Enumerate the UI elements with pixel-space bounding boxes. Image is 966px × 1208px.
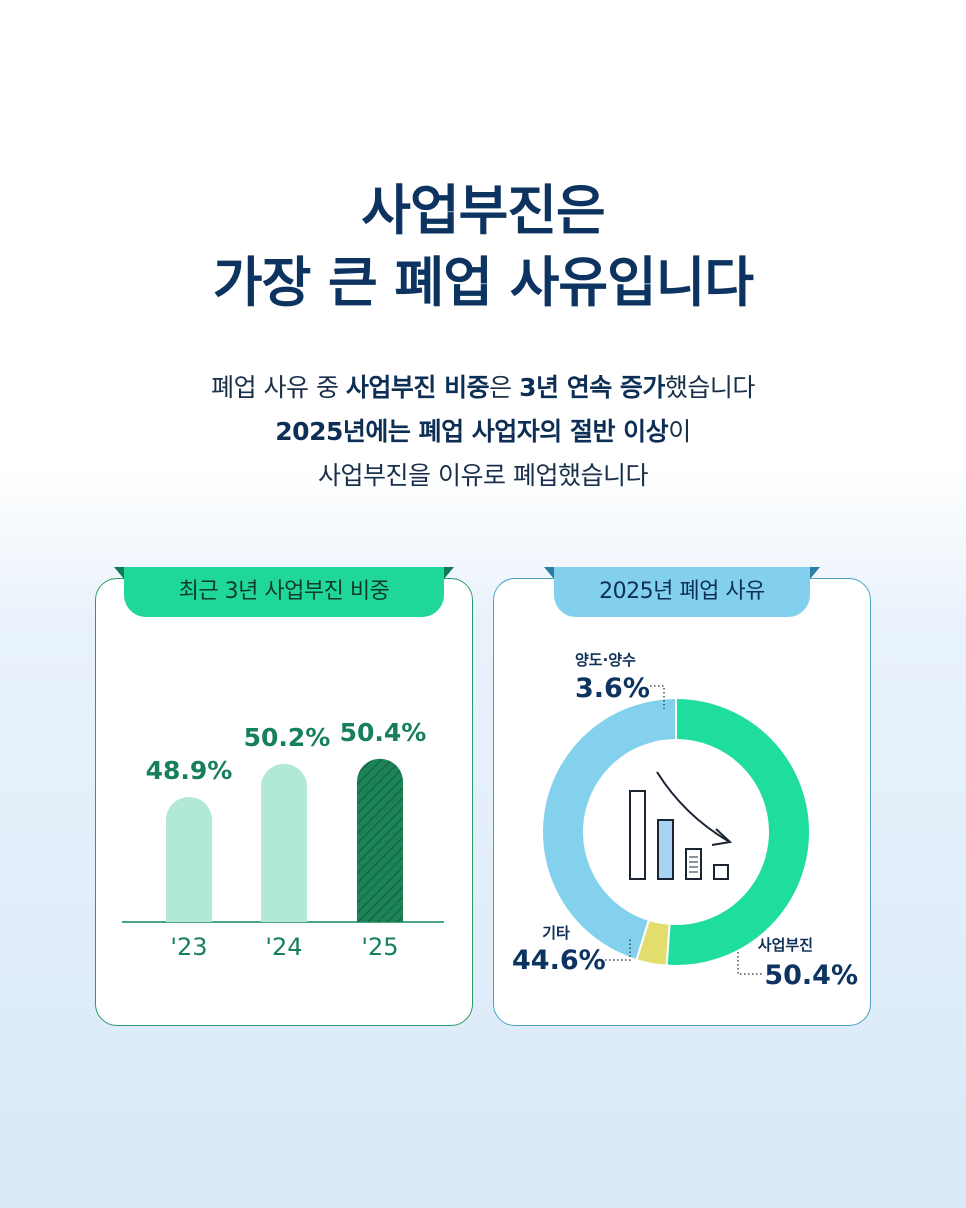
summary-line-2: 2025년에는 폐업 사업자의 절반 이상이 xyxy=(0,410,966,454)
icon-bar-3 xyxy=(685,848,702,880)
x-tick-label: '23 xyxy=(170,933,207,961)
summary-line-3: 사업부진을 이유로 폐업했습니다 xyxy=(318,461,648,490)
summary-text-segment: 했습니다 xyxy=(664,373,756,402)
summary-text-segment: 은 xyxy=(489,373,520,402)
donut-chart-card: 2025년 폐업 사유 사업부진 50.4% 양도·양수 3.6% 기타 44.6% xyxy=(493,567,871,1026)
leader-line xyxy=(650,685,665,709)
slice-value: 50.4% xyxy=(764,960,858,991)
icon-bar-4 xyxy=(713,864,729,880)
bar-chart: 48.9% '23 50.2% '24 50.4% '25 xyxy=(122,718,444,961)
summary-highlight: 2025년에는 폐업 사업자의 절반 이상 xyxy=(275,417,669,446)
slice-label: 기타 xyxy=(542,924,570,942)
summary-line-1: 폐업 사유 중 사업부진 비중은 3년 연속 증가했습니다 xyxy=(0,366,966,410)
tab-fold-left xyxy=(544,567,554,579)
summary-highlight: 3년 연속 증가 xyxy=(519,373,665,402)
donut-chart-title: 2025년 폐업 사유 xyxy=(554,567,810,617)
slice-business-slump xyxy=(665,696,811,967)
slice-other xyxy=(541,696,677,962)
declining-bars-icon xyxy=(629,771,733,880)
tab-fold-right xyxy=(810,567,820,579)
bar-value-label: 50.2% xyxy=(244,723,331,752)
x-tick-label: '24 xyxy=(265,933,302,961)
bar-3 xyxy=(357,758,403,922)
icon-bar-1 xyxy=(629,790,646,880)
bar-chart-title: 최근 3년 사업부진 비중 xyxy=(124,567,444,617)
page-title: 사업부진은 가장 큰 폐업 사유입니다 xyxy=(0,175,966,319)
slice-value: 44.6% xyxy=(512,945,606,976)
tab-fold-right xyxy=(444,567,454,579)
summary-highlight: 사업부진 비중 xyxy=(345,373,490,402)
tab-fold-left xyxy=(114,567,124,579)
slice-value: 3.6% xyxy=(575,673,650,704)
leader-line xyxy=(737,952,764,975)
summary-text: 폐업 사유 중 사업부진 비중은 3년 연속 증가했습니다 2025년에는 폐업… xyxy=(0,366,966,498)
icon-bar-2 xyxy=(657,819,674,880)
leader-line xyxy=(605,939,631,961)
x-tick-label: '25 xyxy=(361,933,398,961)
bar-value-label: 48.9% xyxy=(146,756,233,785)
trend-arrow xyxy=(656,771,729,842)
slice-label: 양도·양수 xyxy=(575,651,636,669)
summary-text-segment: 폐업 사유 중 xyxy=(211,373,346,402)
bar-2 xyxy=(261,763,307,922)
bar-chart-card: 최근 3년 사업부진 비중 48.9% '23 50.2% '24 50.4% '25 xyxy=(95,567,473,1026)
bar-value-label: 50.4% xyxy=(340,718,427,747)
title-line-2: 가장 큰 폐업 사유입니다 xyxy=(212,251,754,314)
donut-chart: 사업부진 50.4% 양도·양수 3.6% 기타 44.6% xyxy=(512,651,858,991)
summary-text-segment: 이 xyxy=(668,417,691,446)
arrow-head xyxy=(711,828,733,846)
bar-1 xyxy=(166,797,212,922)
slice-label: 사업부진 xyxy=(758,936,813,954)
title-line-1: 사업부진은 xyxy=(361,179,605,242)
